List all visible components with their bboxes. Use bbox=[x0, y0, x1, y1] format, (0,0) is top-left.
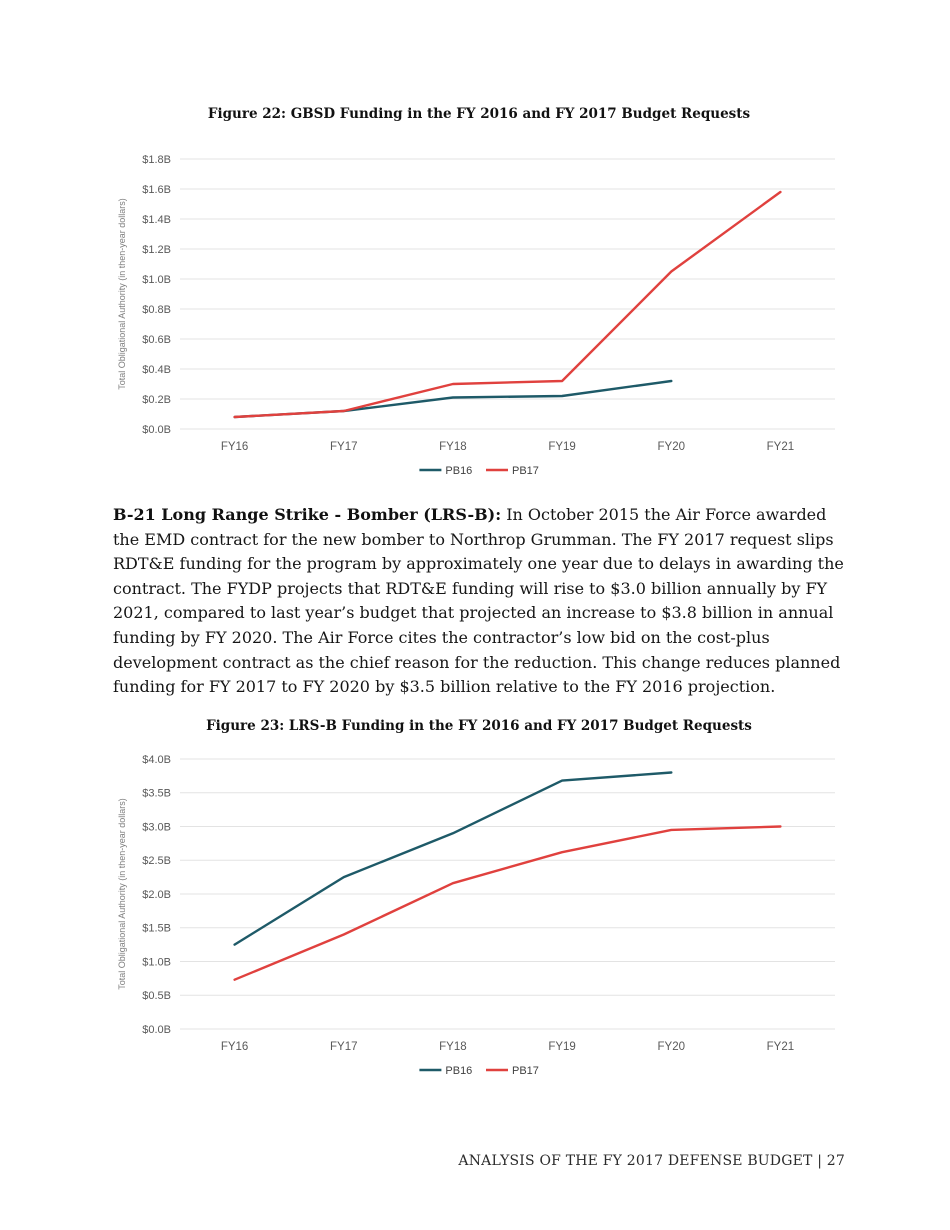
svg-text:$0.5B: $0.5B bbox=[142, 990, 171, 1002]
svg-text:FY18: FY18 bbox=[439, 1041, 467, 1053]
figure23-title: Figure 23: LRS-B Funding in the FY 2016 … bbox=[206, 717, 752, 734]
svg-text:$1.5B: $1.5B bbox=[142, 922, 171, 934]
svg-text:PB17: PB17 bbox=[512, 1065, 539, 1077]
svg-text:$3.5B: $3.5B bbox=[142, 787, 171, 799]
svg-text:FY17: FY17 bbox=[330, 441, 358, 453]
svg-text:FY19: FY19 bbox=[548, 441, 576, 453]
svg-text:$1.8B: $1.8B bbox=[142, 154, 171, 166]
svg-text:Total Obligational Authority (: Total Obligational Authority (in then-ye… bbox=[117, 798, 127, 990]
lrsb-paragraph: B-21 Long Range Strike - Bomber (LRS-B):… bbox=[113, 503, 845, 700]
svg-text:FY20: FY20 bbox=[658, 441, 686, 453]
figure23-line-chart: $0.0B $0.5B $1.0B $1.5B $2.0B $2.5B $3.0B $3.5B… bbox=[117, 754, 835, 1077]
svg-text:$4.0B: $4.0B bbox=[142, 754, 171, 766]
svg-text:$1.2B: $1.2B bbox=[142, 244, 171, 256]
svg-text:$0.2B: $0.2B bbox=[142, 394, 171, 406]
svg-text:$1.6B: $1.6B bbox=[142, 184, 171, 196]
svg-text:$2.5B: $2.5B bbox=[142, 855, 171, 867]
paragraph-body: In October 2015 the Air Force awarded th… bbox=[113, 505, 844, 697]
svg-text:FY17: FY17 bbox=[330, 1041, 358, 1053]
footer-text: ANALYSIS OF THE FY 2017 DEFENSE BUDGET |… bbox=[458, 1153, 845, 1169]
svg-text:$0.0B: $0.0B bbox=[142, 1024, 171, 1036]
svg-text:FY19: FY19 bbox=[548, 1041, 576, 1053]
svg-text:$0.6B: $0.6B bbox=[142, 334, 171, 346]
svg-text:$1.0B: $1.0B bbox=[142, 274, 171, 286]
svg-text:$3.0B: $3.0B bbox=[142, 821, 171, 833]
paragraph-lead: B-21 Long Range Strike - Bomber (LRS-B): bbox=[113, 505, 502, 524]
svg-text:$2.0B: $2.0B bbox=[142, 889, 171, 901]
svg-text:Total Obligational Authority (: Total Obligational Authority (in then-ye… bbox=[117, 198, 127, 390]
svg-text:$0.4B: $0.4B bbox=[142, 364, 171, 376]
svg-text:$0.0B: $0.0B bbox=[142, 424, 171, 436]
svg-text:FY16: FY16 bbox=[221, 1041, 249, 1053]
page-footer: ANALYSIS OF THE FY 2017 DEFENSE BUDGET |… bbox=[458, 1153, 845, 1169]
svg-text:FY20: FY20 bbox=[658, 1041, 686, 1053]
svg-text:$0.8B: $0.8B bbox=[142, 304, 171, 316]
svg-text:$1.0B: $1.0B bbox=[142, 956, 171, 968]
svg-text:FY16: FY16 bbox=[221, 441, 249, 453]
svg-text:PB17: PB17 bbox=[512, 465, 539, 477]
svg-text:FY18: FY18 bbox=[439, 441, 467, 453]
svg-text:$1.4B: $1.4B bbox=[142, 214, 171, 226]
svg-text:PB16: PB16 bbox=[445, 465, 472, 477]
figure22-title: Figure 22: GBSD Funding in the FY 2016 a… bbox=[207, 106, 751, 122]
svg-text:PB16: PB16 bbox=[445, 1065, 472, 1077]
svg-text:FY21: FY21 bbox=[767, 441, 795, 453]
figure22-line-chart: $0.0B $0.2B $0.4B $0.6B $0.8B $1.0B $1.2B $1.4B… bbox=[117, 154, 835, 477]
svg-text:FY21: FY21 bbox=[767, 1041, 795, 1053]
